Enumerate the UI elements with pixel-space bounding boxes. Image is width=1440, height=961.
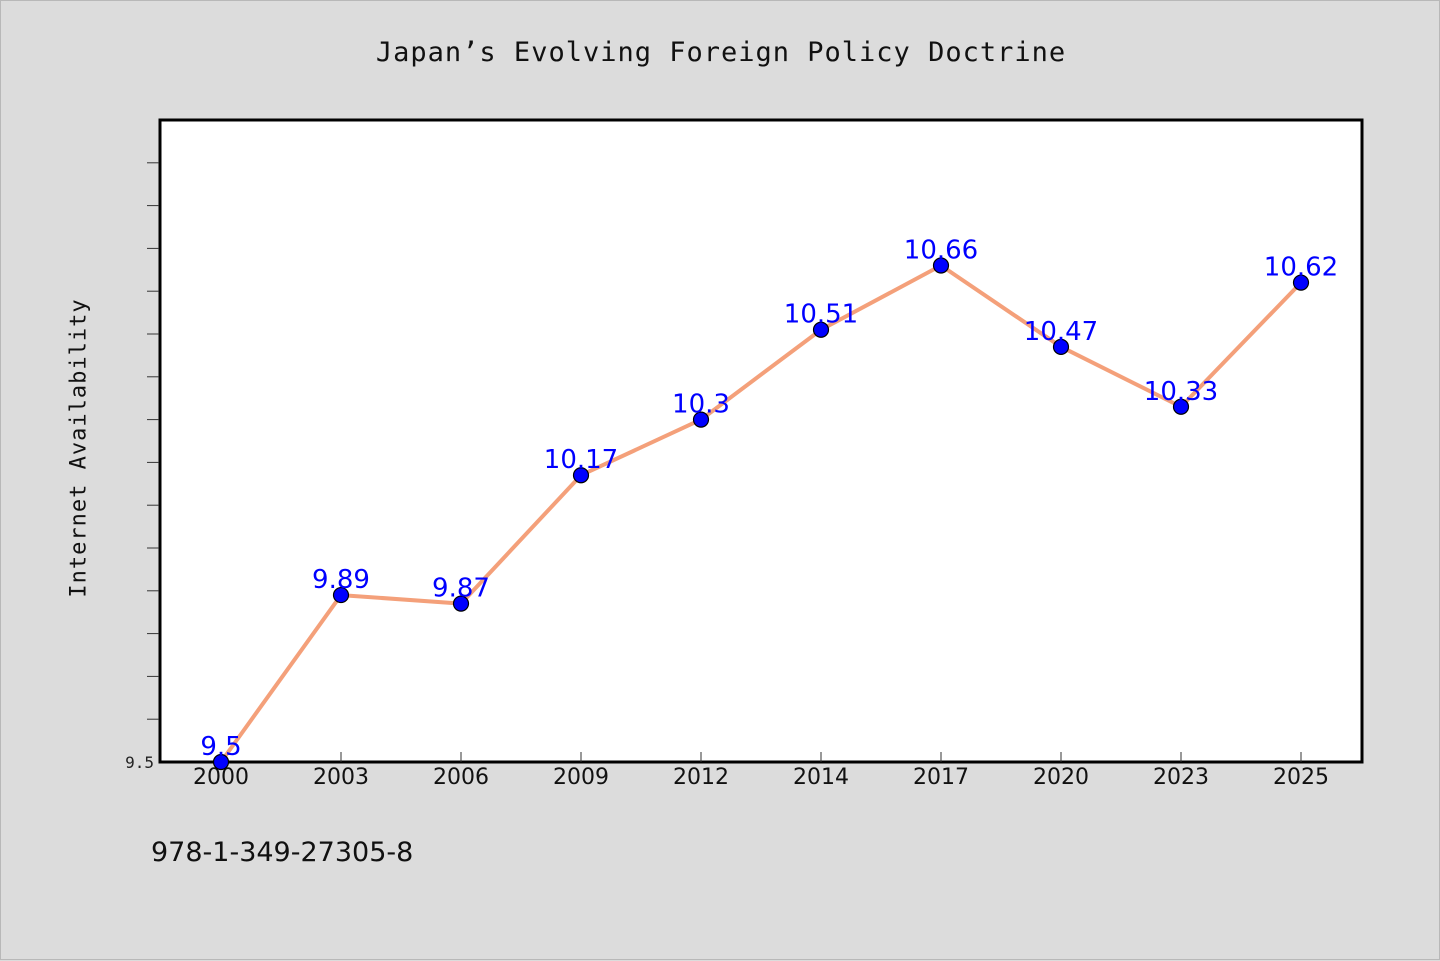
isbn-code: 978-1-349-27305-8 <box>151 837 414 868</box>
x-tick-label: 2023 <box>1153 765 1209 790</box>
data-label: 10.62 <box>1264 253 1338 283</box>
data-label: 10.17 <box>544 445 618 475</box>
x-tick-label: 2020 <box>1033 765 1089 790</box>
data-point <box>212 753 230 771</box>
data-label: 10.33 <box>1144 377 1218 407</box>
data-point <box>1052 338 1070 355</box>
data-label: 10.66 <box>904 236 978 266</box>
data-point <box>1292 274 1310 291</box>
data-label: 9.87 <box>432 574 490 604</box>
data-label: 10.51 <box>784 300 858 330</box>
data-point <box>932 257 950 274</box>
x-tick-label: 2006 <box>433 765 489 790</box>
x-tick-label: 2003 <box>313 765 369 790</box>
data-point <box>332 586 350 604</box>
data-point <box>812 321 830 338</box>
data-label: 9.89 <box>312 565 370 595</box>
data-label: 10.47 <box>1024 317 1098 347</box>
data-label: 9.5 <box>200 732 241 762</box>
x-tick-label: 2014 <box>793 765 849 790</box>
x-tick-label: 2025 <box>1273 765 1329 790</box>
data-point <box>572 467 590 484</box>
x-tick-label: 2012 <box>673 765 729 790</box>
data-point <box>1172 398 1190 415</box>
chart-title: Japan’s Evolving Foreign Policy Doctrine <box>375 37 1067 68</box>
data-point <box>452 595 470 612</box>
plot-area <box>158 118 1364 764</box>
series-line <box>219 263 1303 764</box>
data-label: 10.3 <box>672 390 730 420</box>
y-tick-label: 9.5 <box>125 753 154 772</box>
x-tick-label: 2009 <box>553 765 609 790</box>
data-point <box>692 411 710 428</box>
x-tick-label: 2017 <box>913 765 969 790</box>
